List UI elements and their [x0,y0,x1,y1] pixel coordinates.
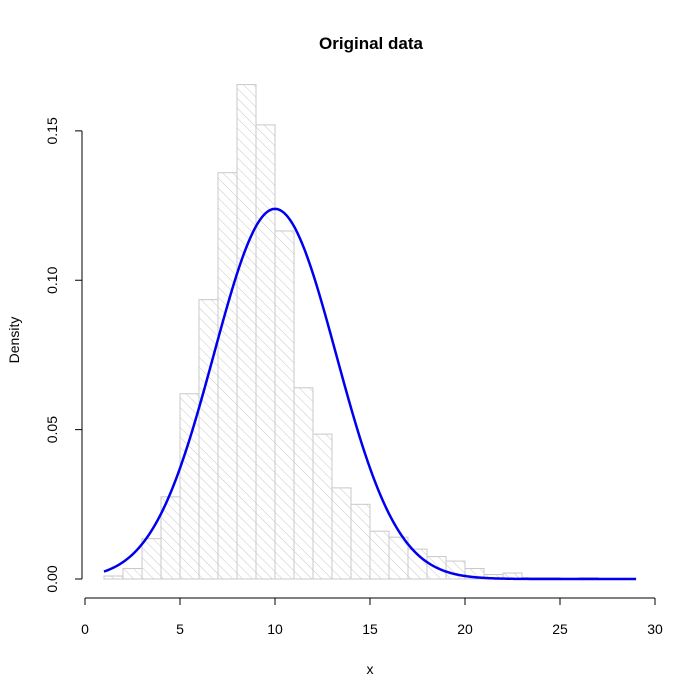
histogram-bar-14 [350,503,371,580]
histogram-bar-8 [236,84,257,580]
density-curve [103,207,636,581]
histogram-bar-16 [388,536,409,580]
y-tick-label: 0.15 [44,117,60,144]
histogram-bar-12 [312,433,333,580]
chart-title: Original data [319,34,423,53]
x-tick-label: 15 [362,621,378,637]
histogram-bar-15 [369,530,390,580]
y-axis: 0.00 0.05 0.10 0.15 [44,117,83,593]
x-tick-label: 20 [457,621,473,637]
y-tick-label: 0.05 [44,416,60,443]
x-tick-label: 0 [81,621,89,637]
histogram-bar-7 [217,172,238,580]
histogram-bar-20 [464,568,485,580]
x-axis: 0 5 10 15 20 25 30 [81,597,663,637]
histogram-bar-1 [103,575,124,580]
y-axis-title: Density [6,317,22,364]
histogram-bars [103,84,637,580]
y-tick-label: 0.10 [44,266,60,293]
histogram-bar-6 [198,299,219,580]
x-axis-title: x [367,661,374,677]
y-tick-label: 0.00 [44,565,60,592]
x-tick-label: 30 [647,621,663,637]
x-tick-label: 10 [267,621,283,637]
histogram-bar-13 [331,487,352,580]
histogram-bar-9 [255,124,276,580]
histogram-bar-2 [122,568,143,580]
x-tick-label: 25 [552,621,568,637]
histogram-bar-11 [293,387,314,580]
x-tick-label: 5 [176,621,184,637]
histogram-bar-3 [141,538,162,580]
histogram-bar-10 [274,230,295,580]
